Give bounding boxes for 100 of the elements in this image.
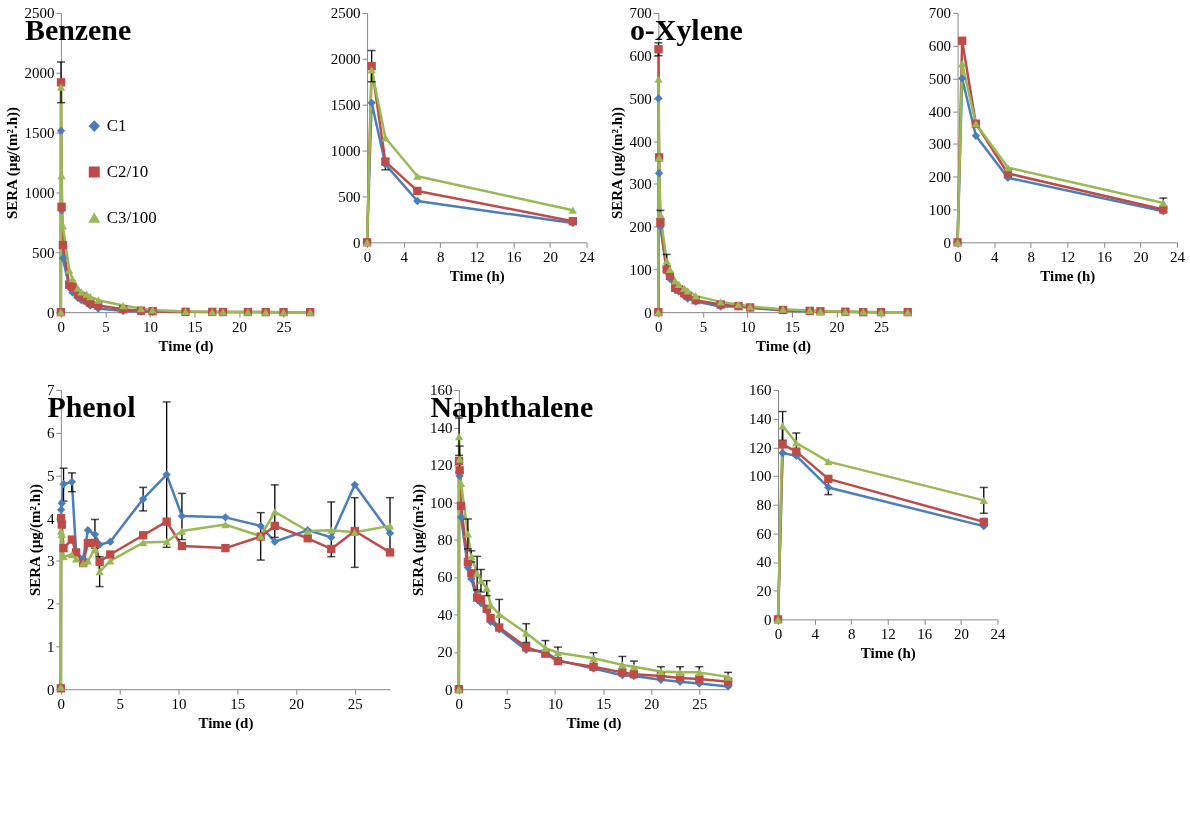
y-tick-label: 2000 [330, 51, 361, 68]
y-tick-label: 80 [437, 532, 453, 549]
x-tick-label: 0 [57, 695, 66, 712]
y-tick-label: 200 [928, 169, 952, 186]
x-axis-title: Time (h) [449, 267, 505, 285]
x-tick-label: 16 [506, 248, 522, 265]
y-tick-label: 0 [444, 681, 453, 698]
x-tick-label: 4 [400, 248, 409, 265]
y-tick-label: 500 [928, 70, 952, 87]
x-tick-label: 12 [880, 625, 896, 642]
x-tick-label: 5 [102, 318, 110, 335]
x-tick-label: 20 [542, 248, 558, 265]
y-tick-label: 0 [764, 611, 772, 628]
y-tick-label: 140 [749, 411, 772, 428]
y-tick-label: 160 [749, 382, 772, 399]
y-tick-label: 0 [46, 681, 55, 698]
y-tick-label: 60 [756, 525, 772, 542]
x-tick-label: 0 [774, 625, 783, 642]
y-tick-label: 0 [943, 234, 952, 251]
y-tick-label: 200 [629, 219, 652, 236]
y-tick-label: 1500 [24, 125, 55, 142]
y-axis-title: SERA (µg/(m².h)) [609, 107, 627, 219]
x-tick-label: 20 [953, 625, 969, 642]
y-tick-label: 5 [46, 467, 55, 484]
x-tick-label: 4 [811, 625, 820, 642]
y-tick-label: 0 [353, 234, 361, 251]
y-tick-label: 500 [338, 188, 361, 205]
y-tick-label: 1000 [24, 184, 55, 201]
x-tick-label: 24 [579, 248, 596, 265]
y-tick-label: 300 [928, 136, 952, 153]
x-axis-title: Time (d) [756, 337, 812, 355]
y-axis-title: SERA (µg/(m².h)) [4, 107, 22, 219]
y-axis-title: SERA (µg/(m².h)) [26, 484, 44, 597]
y-tick-label: 500 [629, 90, 652, 107]
y-tick-label: 600 [928, 38, 952, 55]
y-tick-label: 100 [749, 468, 772, 485]
y-tick-label: 0 [46, 304, 55, 321]
x-tick-label: 10 [142, 318, 158, 335]
x-axis-title: Time (d) [566, 714, 622, 732]
x-tick-label: 15 [784, 318, 800, 335]
y-tick-label: 60 [437, 569, 453, 586]
y-tick-label: 120 [429, 457, 453, 474]
y-tick-label: 2000 [24, 65, 55, 82]
x-tick-label: 5 [503, 695, 512, 712]
y-tick-label: 7 [46, 382, 55, 399]
y-tick-label: 1 [46, 638, 55, 655]
y-tick-label: 20 [756, 583, 772, 600]
y-tick-label: 0 [644, 304, 652, 321]
x-tick-label: 0 [455, 695, 464, 712]
x-tick-label: 8 [436, 248, 445, 265]
x-tick-label: 25 [347, 695, 363, 712]
x-tick-label: 24 [1170, 248, 1186, 265]
legend-label: C3/100 [106, 207, 157, 227]
x-tick-label: 25 [874, 318, 889, 335]
x-tick-label: 16 [1096, 248, 1113, 265]
x-tick-label: 20 [829, 318, 845, 335]
y-tick-label: 80 [756, 497, 772, 514]
y-tick-label: 3 [46, 553, 55, 570]
x-axis-title: Time (d) [198, 714, 254, 732]
y-tick-label: 1000 [330, 143, 361, 160]
y-tick-label: 700 [928, 5, 952, 22]
x-tick-label: 12 [469, 248, 485, 265]
x-axis-title: Time (h) [1040, 267, 1096, 285]
x-tick-label: 10 [548, 695, 563, 712]
y-tick-label: 120 [749, 439, 772, 456]
x-tick-label: 20 [288, 695, 304, 712]
legend-label: C1 [106, 116, 127, 136]
y-tick-label: 700 [629, 5, 652, 22]
y-tick-label: 2500 [330, 5, 361, 22]
y-tick-label: 400 [928, 103, 952, 120]
y-tick-label: 600 [629, 48, 652, 65]
y-tick-label: 1500 [330, 97, 361, 114]
y-tick-label: 2500 [24, 5, 55, 22]
y-tick-label: 2 [46, 596, 55, 613]
x-tick-label: 25 [692, 695, 708, 712]
x-tick-label: 15 [596, 695, 612, 712]
y-tick-label: 100 [928, 202, 952, 219]
y-tick-label: 20 [437, 644, 453, 661]
x-tick-label: 5 [116, 695, 124, 712]
y-tick-label: 100 [429, 494, 453, 511]
x-tick-label: 10 [740, 318, 756, 335]
x-tick-label: 4 [990, 248, 999, 265]
y-tick-label: 100 [629, 261, 652, 278]
y-axis-title: SERA (µg/(m².h)) [409, 484, 427, 597]
x-axis-title: Time (d) [158, 337, 214, 355]
y-tick-label: 400 [629, 133, 652, 150]
x-tick-label: 8 [1027, 248, 1035, 265]
y-tick-label: 140 [429, 419, 453, 436]
x-tick-label: 10 [171, 695, 187, 712]
x-tick-label: 5 [699, 318, 708, 335]
x-tick-label: 0 [57, 318, 66, 335]
x-tick-label: 12 [1060, 248, 1076, 265]
x-tick-label: 24 [990, 625, 1006, 642]
x-tick-label: 0 [363, 248, 372, 265]
x-tick-label: 20 [1133, 248, 1149, 265]
legend-label: C2/10 [106, 161, 149, 181]
x-tick-label: 20 [231, 318, 247, 335]
x-tick-label: 8 [847, 625, 856, 642]
x-tick-label: 15 [230, 695, 246, 712]
y-tick-label: 300 [629, 176, 652, 193]
